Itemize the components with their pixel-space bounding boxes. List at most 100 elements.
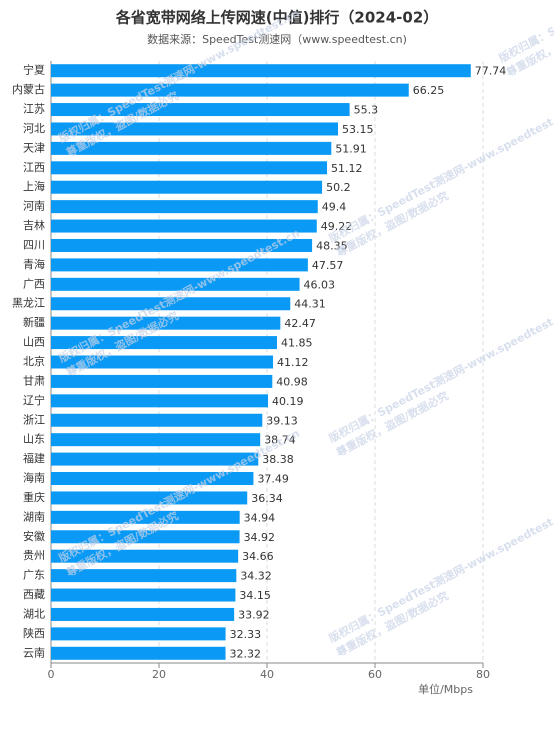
value-label: 38.38 — [262, 453, 294, 466]
x-tick-label: 60 — [368, 668, 382, 681]
y-tick-label: 青海 — [23, 257, 45, 271]
bar — [51, 336, 277, 350]
y-tick-label: 湖北 — [23, 607, 45, 620]
bar — [51, 374, 273, 388]
y-tick-label: 甘肃 — [23, 374, 45, 387]
chart-title: 各省宽带网络上传网速(中值)排行（2024-02） — [115, 9, 439, 27]
value-label: 46.03 — [304, 278, 336, 291]
x-tick-label: 0 — [48, 668, 55, 681]
y-tick-label: 广西 — [23, 277, 45, 290]
y-tick-label: 广东 — [23, 569, 45, 582]
value-label: 42.47 — [284, 317, 316, 330]
value-label: 33.92 — [238, 608, 270, 621]
value-label: 48.35 — [316, 239, 348, 252]
bar — [51, 258, 308, 272]
value-label: 66.25 — [413, 84, 445, 97]
y-tick-label: 浙江 — [23, 413, 45, 426]
y-tick-label: 宁夏 — [23, 63, 45, 77]
value-label: 38.74 — [264, 434, 296, 447]
bar — [51, 433, 261, 447]
bar — [51, 491, 248, 505]
y-tick-label: 海南 — [23, 471, 45, 485]
bar — [51, 394, 269, 408]
value-label: 36.34 — [251, 492, 283, 505]
bar — [51, 472, 254, 486]
value-label: 34.92 — [244, 531, 276, 544]
y-tick-label: 黑龙江 — [12, 297, 45, 310]
y-tick-label: 湖南 — [23, 510, 45, 523]
watermark: 版权归属：SpeedTest测速网-www.speedtest.cn — [326, 506, 554, 645]
bar — [51, 549, 239, 563]
y-tick-label: 上海 — [23, 179, 45, 193]
value-label: 41.12 — [277, 356, 309, 369]
y-tick-label: 内蒙古 — [12, 82, 45, 96]
x-tick-label: 80 — [476, 668, 490, 681]
value-label: 41.85 — [281, 337, 313, 350]
bar — [51, 238, 313, 252]
y-tick-label: 山东 — [23, 433, 45, 446]
y-tick-label: 北京 — [23, 354, 45, 368]
bar — [51, 64, 471, 78]
bar — [51, 646, 226, 660]
value-label: 32.33 — [230, 628, 262, 641]
y-tick-label: 江西 — [23, 161, 45, 174]
bar — [51, 200, 318, 214]
value-label: 34.32 — [240, 570, 272, 583]
bar — [51, 277, 300, 291]
y-tick-label: 辽宁 — [23, 393, 45, 407]
y-tick-label: 福建 — [23, 451, 45, 465]
value-label: 37.49 — [257, 473, 289, 486]
value-label: 40.19 — [272, 395, 304, 408]
value-label: 32.32 — [230, 647, 262, 660]
y-tick-label: 重庆 — [23, 490, 45, 504]
value-label: 53.15 — [342, 123, 374, 136]
y-tick-label: 河南 — [23, 200, 45, 213]
bar — [51, 83, 409, 97]
bar — [51, 569, 237, 583]
value-label: 77.74 — [475, 65, 507, 78]
y-tick-label: 天津 — [23, 141, 45, 154]
y-tick-label: 贵州 — [23, 549, 45, 562]
value-label: 44.31 — [294, 298, 326, 311]
value-label: 50.2 — [326, 181, 351, 194]
y-tick-label: 西藏 — [23, 588, 45, 601]
x-tick-label: 20 — [152, 668, 166, 681]
y-tick-label: 河北 — [23, 122, 45, 135]
bar — [51, 161, 328, 175]
bar — [51, 297, 291, 311]
y-tick-label: 新疆 — [23, 315, 45, 329]
value-label: 34.94 — [244, 511, 276, 524]
bar — [51, 413, 263, 427]
y-tick-label: 四川 — [23, 238, 45, 251]
value-label: 47.57 — [312, 259, 344, 272]
value-label: 40.98 — [276, 375, 308, 388]
y-tick-label: 安徽 — [23, 529, 45, 543]
bar — [51, 452, 259, 466]
bar — [51, 180, 323, 194]
bar — [51, 355, 274, 369]
bar — [51, 627, 226, 641]
bar — [51, 607, 235, 621]
y-tick-label: 山西 — [23, 336, 45, 349]
value-label: 39.13 — [266, 414, 298, 427]
value-label: 51.12 — [331, 162, 363, 175]
chart-subtitle: 数据来源：SpeedTest测速网（www.speedtest.cn) — [147, 32, 407, 46]
value-label: 49.22 — [321, 220, 353, 233]
bar — [51, 103, 350, 117]
x-axis-label: 单位/Mbps — [418, 682, 473, 696]
bar — [51, 219, 317, 233]
bar — [51, 141, 332, 155]
value-label: 55.3 — [354, 104, 379, 117]
value-label: 34.15 — [239, 589, 271, 602]
bar — [51, 530, 240, 544]
value-label: 49.4 — [322, 201, 347, 214]
bar — [51, 122, 339, 136]
bar — [51, 588, 236, 602]
y-tick-label: 陕西 — [23, 626, 45, 640]
y-tick-label: 吉林 — [23, 218, 45, 232]
watermark: 版权归属：SpeedTest测速网-www.speedtest.cn — [326, 306, 554, 445]
y-tick-label: 云南 — [23, 646, 45, 659]
value-label: 34.66 — [242, 550, 274, 563]
x-tick-label: 40 — [260, 668, 274, 681]
